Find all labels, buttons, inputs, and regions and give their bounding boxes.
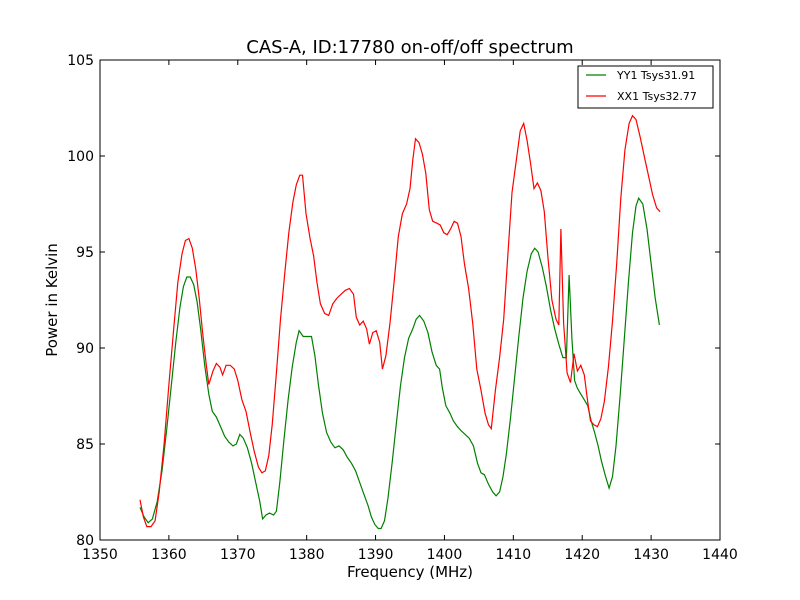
x-tick-label: 1370 — [220, 547, 256, 563]
legend-label-xx1: XX1 Tsys32.77 — [617, 90, 697, 103]
plot-frame — [99, 59, 721, 541]
x-tick-label: 1440 — [702, 547, 738, 563]
series-line-0 — [139, 196, 660, 530]
x-tick-label: 1360 — [151, 547, 187, 563]
x-tick-label: 1410 — [496, 547, 532, 563]
tick-layer: 1350 1360 1370 1380 1390 1400 1410 1420 1430 1440… — [67, 53, 738, 563]
y-axis-label: Power in Kelvin — [43, 243, 61, 357]
x-tick-label: 1390 — [358, 547, 394, 563]
series-layer — [139, 114, 661, 530]
legend: YY1 Tsys31.91 XX1 Tsys32.77 — [577, 65, 714, 109]
y-tick-label: 90 — [76, 341, 94, 357]
x-tick-label: 1350 — [82, 547, 118, 563]
y-tick-label: 105 — [67, 53, 94, 69]
x-tick-label: 1420 — [564, 547, 600, 563]
x-axis-label: Frequency (MHz) — [347, 563, 473, 581]
legend-box — [577, 65, 714, 109]
y-tick-label: 100 — [67, 149, 94, 165]
x-tick-label: 1400 — [427, 547, 463, 563]
legend-label-yy1: YY1 Tsys31.91 — [616, 69, 695, 82]
series-line-1 — [139, 114, 661, 528]
y-tick-label: 95 — [76, 245, 94, 261]
x-tick-label: 1380 — [289, 547, 325, 563]
x-tick-label: 1430 — [633, 547, 669, 563]
y-tick-label: 85 — [76, 437, 94, 453]
y-tick-label: 80 — [76, 533, 94, 549]
plot-area — [100, 60, 720, 540]
chart-title: CAS-A, ID:17780 on-off/off spectrum — [246, 37, 573, 58]
